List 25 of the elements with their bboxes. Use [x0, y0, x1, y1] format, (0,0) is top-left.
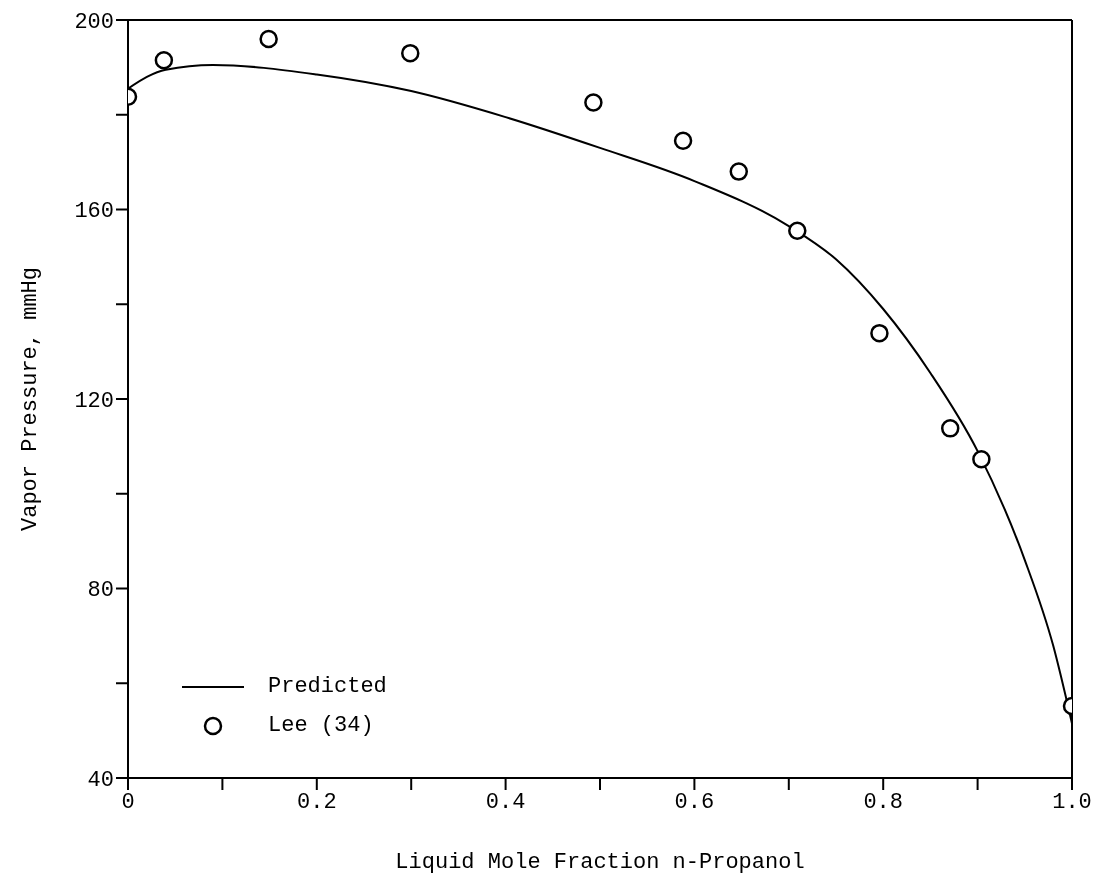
point	[940, 419, 960, 438]
legend-label: Lee (34)	[268, 713, 374, 738]
point	[259, 29, 278, 49]
x-tick-label: 0.8	[863, 789, 903, 815]
x-tick-label: 1.0	[1052, 789, 1092, 815]
y-axis-title: Vapor Pressure, mmHg	[17, 266, 43, 532]
point	[870, 323, 889, 343]
x-tick-label: 0.2	[297, 789, 337, 815]
x-axis-title: Liquid Mole Fraction n-Propanol	[395, 850, 805, 875]
x-tick-label: 0.6	[674, 789, 715, 815]
y-tick-label: 80	[87, 578, 114, 604]
point	[154, 51, 174, 70]
point	[729, 162, 749, 181]
point	[584, 93, 603, 112]
point	[972, 449, 991, 469]
y-tick-label: 40	[87, 767, 114, 793]
y-tick-label: 200	[74, 9, 114, 35]
x-tick-label: 0.4	[485, 789, 526, 815]
y-tick-label: 160	[74, 199, 114, 225]
x-tick-label: 0	[121, 789, 135, 815]
point	[788, 221, 807, 241]
point	[673, 131, 693, 151]
point	[401, 43, 420, 63]
y-tick-label: 120	[74, 388, 114, 414]
legend-label: Predicted	[268, 674, 387, 699]
